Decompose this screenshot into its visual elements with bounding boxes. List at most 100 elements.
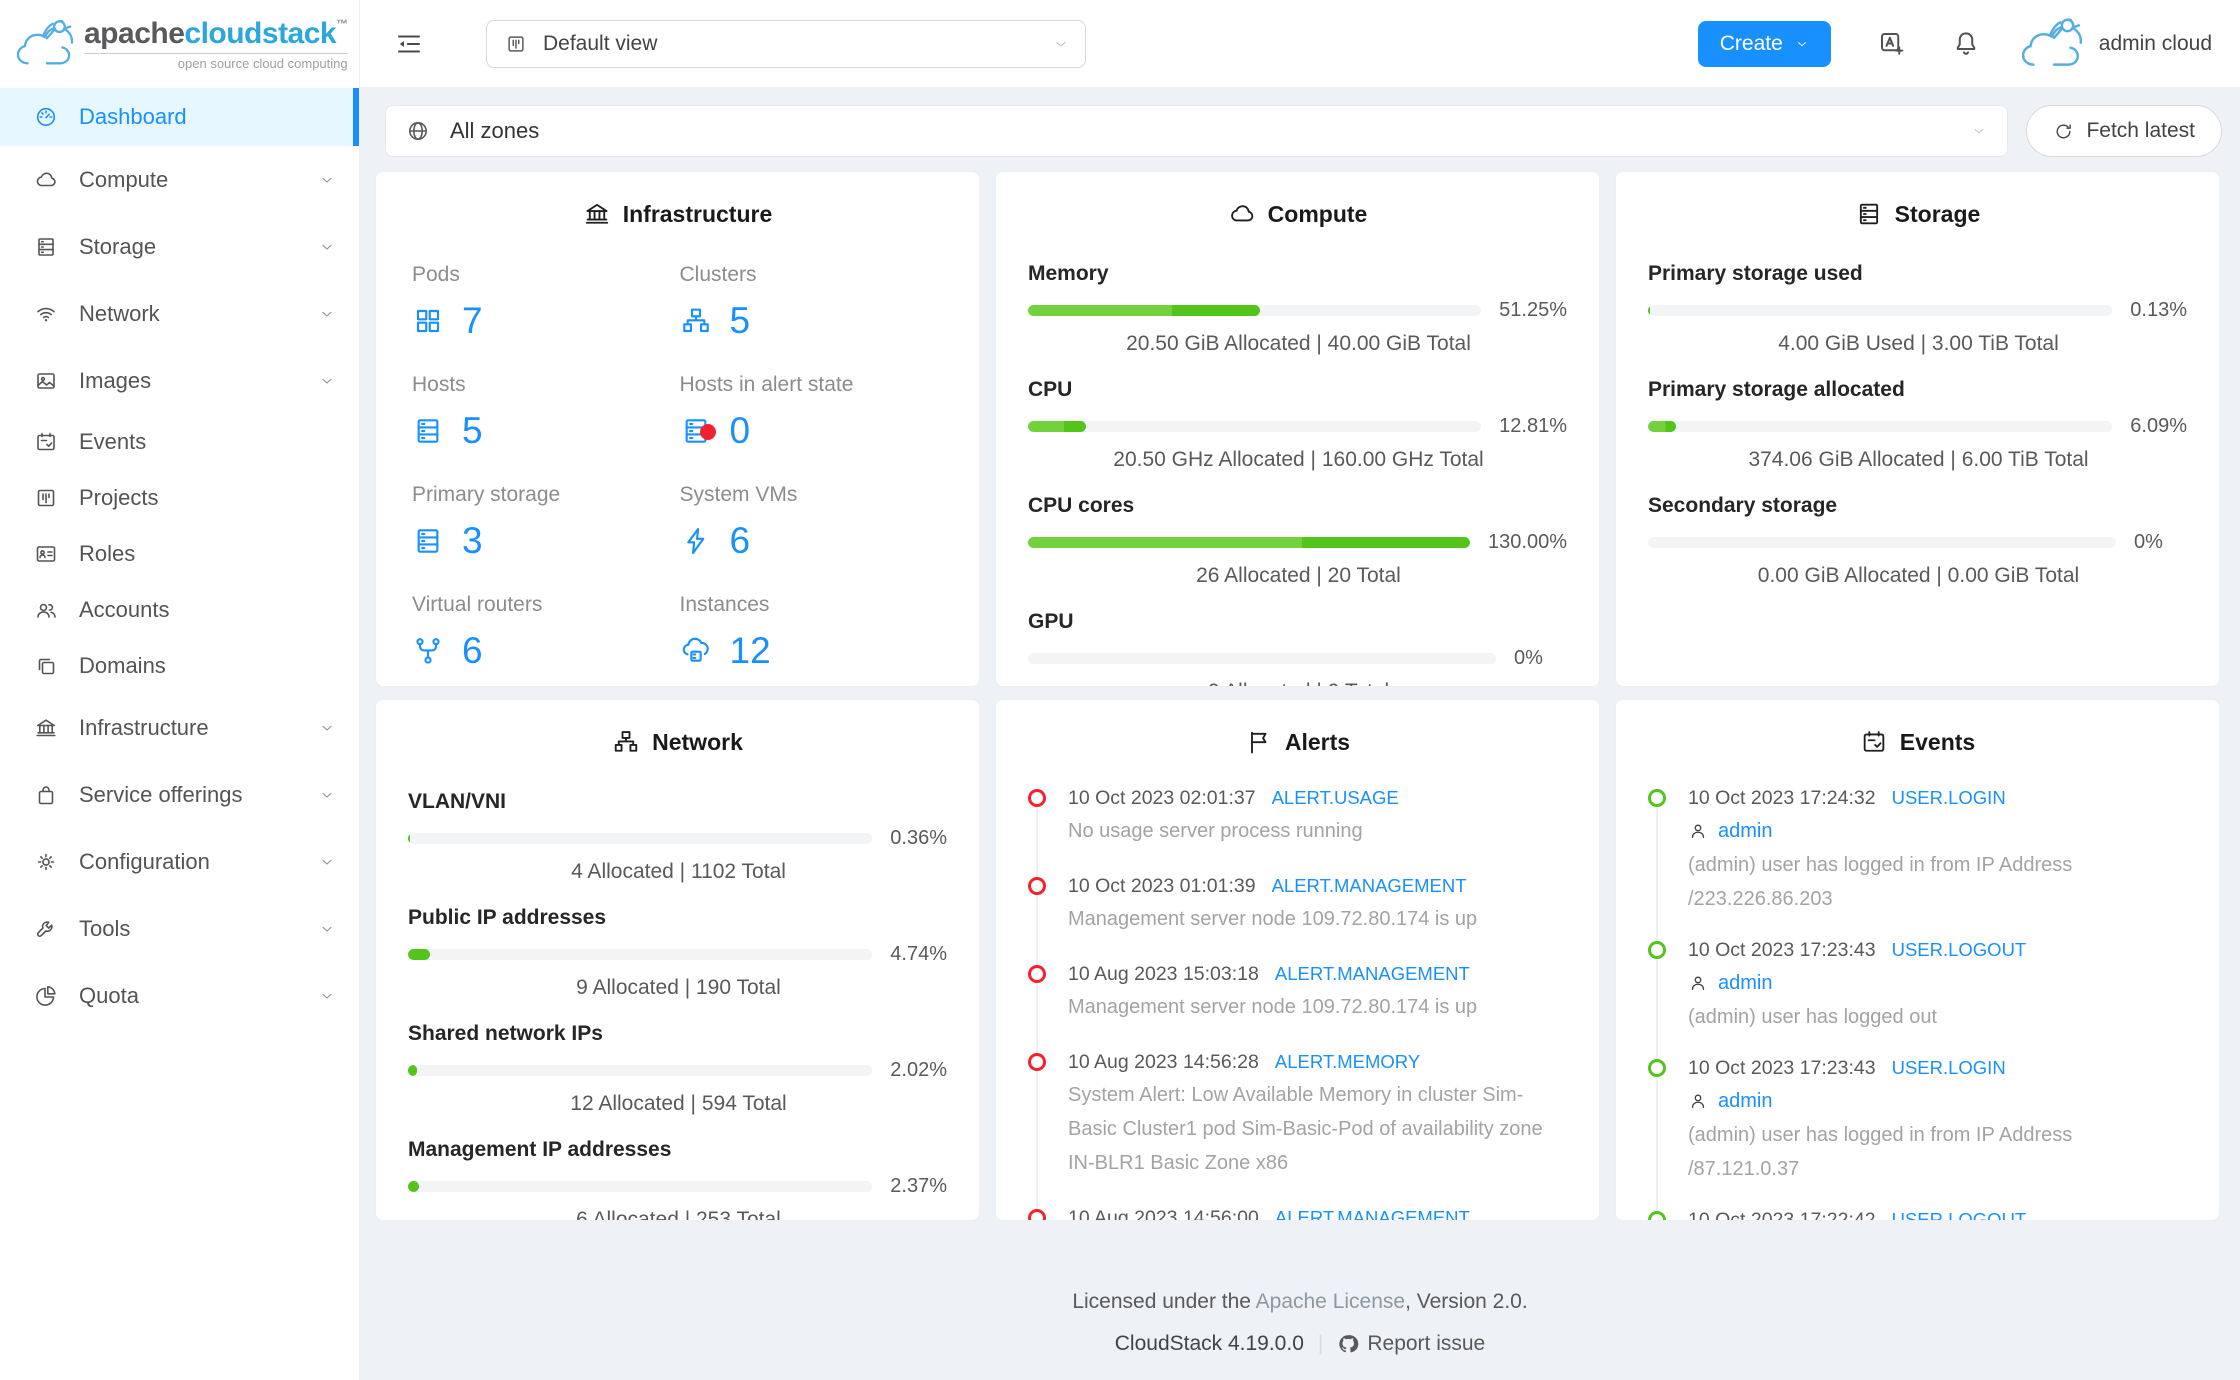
bank-icon [583,200,611,228]
events-card-title: Events [1648,722,2187,762]
event-tag-link[interactable]: USER.LOGOUT [1891,939,2027,960]
meter-shared-ip: Shared network IPs 2.02% 12 Allocated | … [408,1022,947,1115]
user-avatar[interactable] [2019,14,2085,74]
progress-bar [408,1065,873,1076]
network-card: Network VLAN/VNI 0.36% 4 Allocated | 110… [375,699,980,1221]
view-selector-value: Default view [543,31,658,55]
meter-primary-allocated: Primary storage allocated 6.09% 374.06 G… [1648,378,2187,471]
alert-dot [1028,965,1046,983]
team-icon [34,598,58,622]
chevron-down-icon [319,239,335,255]
progress-bar [1648,305,2113,316]
event-tag-link[interactable]: USER.LOGIN [1891,1057,2006,1078]
sidebar-item-domains[interactable]: Domains [0,638,359,694]
storage-card: Storage Primary storage used 0.13% 4.00 … [1615,171,2220,687]
progress-bar [1028,537,1471,548]
idcard-icon [34,542,58,566]
alert-tag-link[interactable]: ALERT.MANAGEMENT [1271,875,1467,896]
stat-virtual-routers: Virtual routers 6 [412,593,543,671]
license-line: Licensed under the Apache License, Versi… [1072,1290,1528,1313]
alert-item: 10 Aug 2023 14:56:28 ALERT.MEMORY System … [1028,1046,1567,1202]
chevron-down-icon [319,306,335,322]
translate-icon[interactable] [1877,29,1907,59]
gear-icon [34,850,58,874]
report-issue-link[interactable]: Report issue [1337,1323,1485,1365]
username[interactable]: admin cloud [2098,31,2212,55]
progress-bar [1028,421,1482,432]
view-selector[interactable]: Default view [486,19,1086,68]
cloud-server-icon [680,635,712,667]
alert-dot [1028,1053,1046,1071]
chevron-down-icon [1971,123,1987,139]
brand-tm: ™ [336,17,348,31]
alerts-card: Alerts 10 Oct 2023 02:01:37 ALERT.USAGE N… [995,699,1600,1221]
cluster-icon [680,305,712,337]
meter-cpu: CPU 12.81% 20.50 GHz Allocated | 160.00 … [1028,378,1567,471]
menu-fold-icon[interactable] [394,29,424,59]
apache-license-link[interactable]: Apache License [1255,1290,1406,1313]
zone-bar: All zones Fetch latest [360,88,2240,157]
progress-bar [408,949,873,960]
zone-selector-value: All zones [450,118,540,143]
sidebar-item-compute[interactable]: Compute [0,146,359,213]
version-link[interactable]: CloudStack 4.19.0.0 [1114,1332,1304,1355]
sidebar-item-accounts[interactable]: Accounts [0,582,359,638]
progress-bar [1648,421,2113,432]
project-icon [34,486,58,510]
calendar-check-icon [1860,728,1888,756]
create-button[interactable]: Create [1697,20,1831,67]
event-user-link[interactable]: admin [1718,1090,1773,1112]
progress-bar [1028,305,1482,316]
sidebar-item-service-offerings[interactable]: Service offerings [0,761,359,828]
github-icon [1337,1333,1359,1355]
meter-cpu-cores: CPU cores 130.00% 26 Allocated | 20 Tota… [1028,494,1567,587]
alert-tag-link[interactable]: ALERT.MEMORY [1274,1051,1421,1072]
sidebar-item-tools[interactable]: Tools [0,895,359,962]
event-tag-link[interactable]: USER.LOGOUT [1891,1209,2027,1221]
shopping-icon [34,783,58,807]
event-item: 10 Oct 2023 17:24:32 USER.LOGIN admin (ad… [1648,782,2187,934]
stat-primary-storage: Primary storage 3 [412,483,561,561]
fetch-latest-button[interactable]: Fetch latest [2026,105,2222,157]
alerts-timeline: 10 Oct 2023 02:01:37 ALERT.USAGE No usage… [1028,782,1567,1221]
sidebar-item-infrastructure[interactable]: Infrastructure [0,694,359,761]
event-user-link[interactable]: admin [1718,820,1773,842]
sidebar-item-network[interactable]: Network [0,280,359,347]
alert-tag-link[interactable]: ALERT.USAGE [1271,787,1399,808]
sidebar-item-dashboard[interactable]: Dashboard [0,88,359,146]
stat-pods: Pods 7 [412,263,483,341]
sidebar-item-storage[interactable]: Storage [0,213,359,280]
compute-card-title: Compute [1028,194,1567,234]
event-user-link[interactable]: admin [1718,972,1773,994]
alert-dot [1028,789,1046,807]
wifi-icon [34,302,58,326]
chevron-down-icon [319,787,335,803]
alert-tag-link[interactable]: ALERT.MANAGEMENT [1274,963,1470,984]
stat-clusters: Clusters 5 [679,263,757,341]
sidebar-item-projects[interactable]: Projects [0,470,359,526]
wrench-icon [34,917,58,941]
meter-primary-used: Primary storage used 0.13% 4.00 GiB Used… [1648,262,2187,355]
chevron-down-icon [319,988,335,1004]
alert-tag-link[interactable]: ALERT.MANAGEMENT [1274,1207,1470,1221]
event-tag-link[interactable]: USER.LOGIN [1891,787,2006,808]
sidebar-item-roles[interactable]: Roles [0,526,359,582]
sidebar-item-events[interactable]: Events [0,414,359,470]
infrastructure-card-title: Infrastructure [408,194,947,234]
compute-card: Compute Memory 51.25% 20.50 GiB Allocate… [995,171,1600,687]
chevron-down-icon [1053,36,1069,52]
sidebar-item-configuration[interactable]: Configuration [0,828,359,895]
sidebar-item-quota[interactable]: Quota [0,962,359,1029]
sidebar-item-images[interactable]: Images [0,347,359,414]
zone-selector[interactable]: All zones [385,105,2009,157]
bank-icon [34,716,58,740]
user-icon [1688,973,1708,993]
notifications-bell-icon[interactable] [1951,29,1981,59]
stat-hosts: Hosts 5 [412,373,483,451]
alert-item: 10 Oct 2023 01:01:39 ALERT.MANAGEMENT Man… [1028,870,1567,958]
cloud-icon [34,168,58,192]
alert-item: 10 Oct 2023 02:01:37 ALERT.USAGE No usage… [1028,782,1567,870]
app-logo[interactable]: apachecloudstack™ open source cloud comp… [0,0,359,88]
chevron-down-icon [319,172,335,188]
stat-hosts-alert: Hosts in alert state 0 [679,373,854,451]
